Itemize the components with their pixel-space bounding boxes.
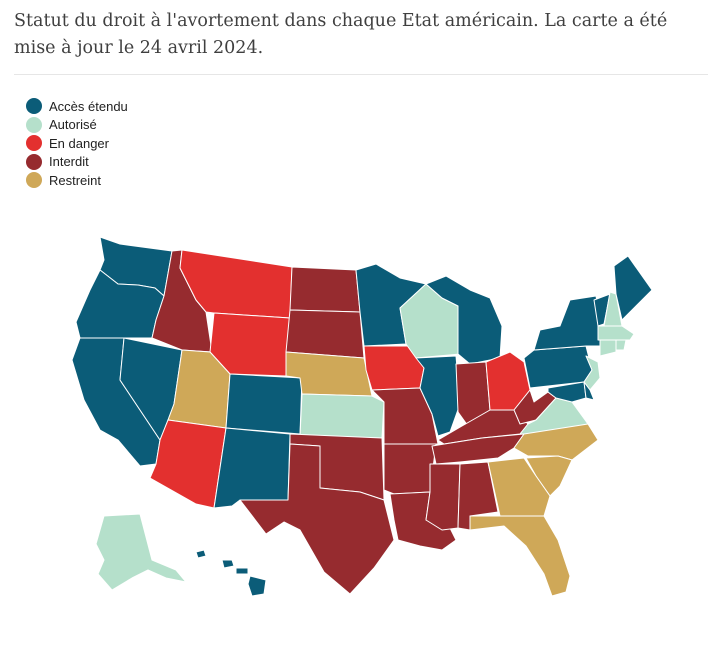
legend-label: Restreint — [49, 172, 102, 188]
legend-swatch — [26, 172, 42, 189]
legend-label: Interdit — [49, 154, 89, 170]
legend-item-autorise: Autorisé — [26, 116, 128, 135]
state-ms[interactable] — [425, 463, 461, 531]
state-co[interactable] — [225, 373, 303, 435]
legend-item-acces-etendu: Accès étendu — [26, 97, 128, 116]
state-fl[interactable] — [469, 515, 571, 597]
state-nm[interactable] — [213, 427, 291, 509]
state-nd[interactable] — [289, 266, 361, 313]
state-de[interactable] — [583, 381, 595, 401]
state-ma[interactable] — [597, 325, 635, 341]
state-tx[interactable] — [239, 443, 395, 595]
state-pa[interactable] — [523, 345, 593, 389]
state-ar[interactable] — [383, 443, 437, 495]
state-sd[interactable] — [285, 309, 365, 359]
legend-swatch — [26, 153, 42, 170]
legend-item-en-danger: En danger — [26, 134, 128, 153]
legend-swatch — [26, 98, 42, 115]
state-nc[interactable] — [513, 423, 599, 461]
state-hi[interactable] — [195, 549, 267, 597]
state-ny[interactable] — [533, 295, 613, 351]
legend-item-interdit: Interdit — [26, 153, 128, 172]
legend-swatch — [26, 135, 42, 152]
map-title: Statut du droit à l'avortement dans chaq… — [14, 11, 668, 58]
state-ct[interactable] — [599, 339, 617, 357]
legend-item-restreint: Restreint — [26, 171, 128, 190]
legend: Accès étendu Autorisé En danger Interdit… — [26, 97, 128, 190]
title-divider — [14, 74, 708, 75]
legend-label: Autorisé — [49, 117, 97, 133]
legend-label: Accès étendu — [49, 98, 128, 114]
state-va[interactable] — [519, 397, 589, 435]
state-wy[interactable] — [209, 312, 291, 377]
state-ak[interactable] — [95, 513, 187, 591]
state-ks[interactable] — [299, 393, 385, 439]
state-me[interactable] — [613, 255, 653, 321]
state-ri[interactable] — [615, 339, 627, 351]
legend-label: En danger — [49, 135, 109, 151]
legend-swatch — [26, 116, 42, 133]
